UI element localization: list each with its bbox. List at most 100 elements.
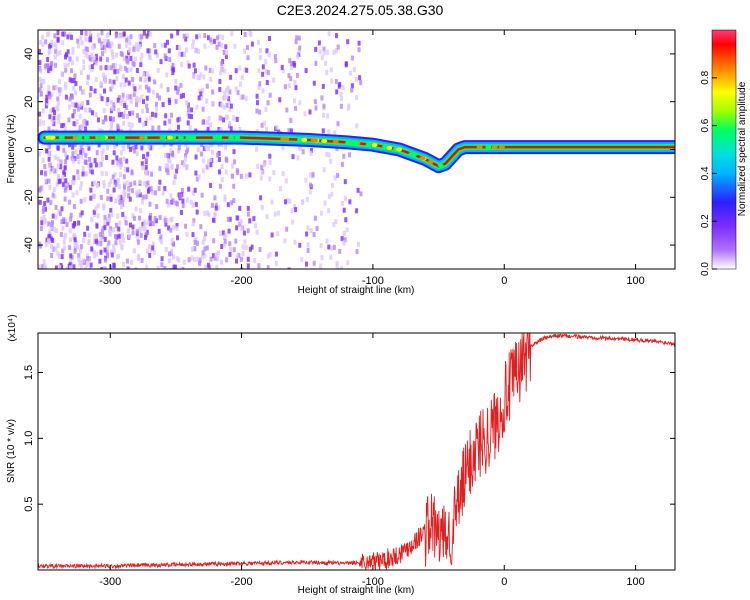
noise-point bbox=[153, 190, 157, 196]
noise-point bbox=[260, 204, 264, 210]
noise-point bbox=[170, 33, 174, 39]
noise-point bbox=[73, 73, 77, 79]
noise-point bbox=[80, 30, 84, 36]
noise-point bbox=[285, 107, 289, 113]
ridge-peak bbox=[58, 135, 65, 140]
noise-point bbox=[164, 247, 168, 252]
noise-point bbox=[244, 96, 248, 102]
noise-point bbox=[112, 102, 116, 108]
noise-point bbox=[309, 228, 313, 233]
noise-point bbox=[57, 253, 61, 259]
noise-point bbox=[355, 95, 359, 101]
noise-point bbox=[165, 217, 169, 223]
noise-point bbox=[342, 207, 346, 213]
noise-point bbox=[101, 72, 105, 78]
noise-point bbox=[156, 93, 160, 99]
noise-point bbox=[190, 114, 194, 120]
noise-point bbox=[321, 83, 325, 89]
noise-point bbox=[290, 208, 294, 214]
noise-point bbox=[121, 92, 125, 98]
noise-point bbox=[43, 201, 47, 207]
x-tick-label: 100 bbox=[626, 275, 644, 287]
noise-point bbox=[52, 187, 56, 192]
noise-point bbox=[86, 80, 90, 86]
ridge-peak bbox=[160, 135, 167, 140]
noise-point bbox=[158, 95, 162, 101]
noise-point bbox=[139, 34, 143, 40]
noise-point bbox=[147, 76, 151, 82]
noise-point bbox=[176, 117, 180, 123]
noise-point bbox=[54, 62, 58, 68]
ridge-peak bbox=[352, 141, 359, 146]
noise-point bbox=[89, 86, 93, 92]
noise-point bbox=[218, 79, 222, 84]
noise-point bbox=[201, 168, 205, 174]
noise-point bbox=[103, 247, 107, 253]
noise-point bbox=[77, 220, 81, 226]
noise-point bbox=[140, 52, 144, 58]
noise-point bbox=[274, 260, 278, 266]
noise-point bbox=[103, 88, 106, 94]
ridge-peak bbox=[228, 135, 235, 140]
noise-point bbox=[172, 224, 176, 230]
noise-point bbox=[56, 106, 60, 112]
noise-point bbox=[84, 46, 88, 52]
noise-point bbox=[314, 60, 318, 66]
noise-point bbox=[216, 256, 220, 262]
noise-point bbox=[92, 209, 96, 215]
noise-point bbox=[330, 78, 334, 84]
noise-point bbox=[93, 253, 97, 259]
noise-point bbox=[243, 67, 247, 73]
noise-point bbox=[134, 97, 138, 103]
noise-point bbox=[338, 248, 342, 254]
noise-point bbox=[135, 68, 139, 73]
noise-point bbox=[89, 37, 93, 43]
noise-point bbox=[100, 43, 104, 49]
noise-point bbox=[73, 248, 77, 254]
noise-point bbox=[116, 161, 120, 167]
noise-point bbox=[207, 116, 211, 122]
noise-point bbox=[204, 65, 208, 71]
noise-point bbox=[305, 261, 308, 267]
noise-point bbox=[156, 265, 160, 269]
noise-point bbox=[162, 142, 166, 148]
noise-point bbox=[273, 54, 277, 60]
y-tick-label: 1.5 bbox=[23, 365, 35, 380]
y-tick-label: -20 bbox=[23, 189, 35, 205]
noise-point bbox=[231, 163, 235, 169]
noise-point bbox=[228, 121, 232, 127]
noise-point bbox=[112, 244, 116, 250]
noise-point bbox=[184, 153, 187, 159]
noise-point bbox=[121, 74, 125, 80]
noise-point bbox=[205, 245, 209, 251]
noise-point bbox=[86, 225, 90, 231]
noise-point bbox=[246, 205, 250, 211]
noise-point bbox=[223, 90, 227, 96]
noise-point bbox=[184, 142, 188, 148]
noise-point bbox=[178, 45, 182, 51]
noise-point bbox=[340, 96, 343, 102]
noise-point bbox=[189, 199, 193, 205]
noise-point bbox=[164, 113, 168, 119]
noise-point bbox=[97, 38, 101, 44]
noise-point bbox=[58, 50, 62, 56]
x-tick-label: 0 bbox=[501, 576, 507, 588]
noise-point bbox=[129, 34, 133, 40]
noise-point bbox=[49, 65, 53, 71]
noise-point bbox=[336, 121, 340, 127]
noise-point bbox=[130, 188, 134, 194]
noise-point bbox=[141, 225, 145, 231]
noise-point bbox=[80, 124, 84, 130]
noise-point bbox=[120, 245, 124, 251]
noise-point bbox=[200, 192, 204, 198]
noise-point bbox=[294, 39, 298, 45]
noise-point bbox=[156, 67, 160, 73]
noise-point bbox=[62, 217, 66, 223]
noise-point bbox=[335, 89, 339, 95]
noise-point bbox=[128, 127, 132, 133]
noise-point bbox=[76, 244, 79, 250]
noise-point bbox=[188, 125, 192, 131]
noise-point bbox=[190, 246, 194, 252]
noise-point bbox=[111, 54, 115, 60]
noise-point bbox=[187, 107, 190, 113]
